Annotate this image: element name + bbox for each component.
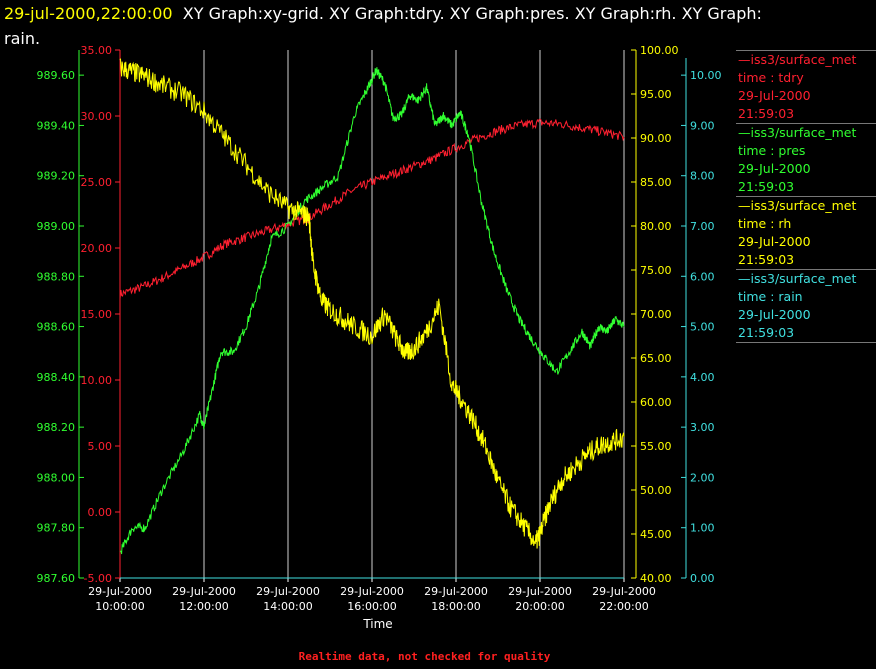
y-tick-label-pres: 989.00: [37, 220, 76, 233]
y-tick-label-tdry: 10.00: [81, 374, 113, 387]
y-tick-label-rh: 100.00: [640, 44, 679, 57]
y-tick-label-rh: 75.00: [640, 264, 672, 277]
y-tick-label-rh: 40.00: [640, 572, 672, 585]
title-timestamp: 29-jul-2000,22:00:00: [4, 4, 173, 23]
x-tick-date: 29-Jul-2000: [256, 585, 320, 598]
legend-date: 29-Jul-2000: [738, 234, 811, 249]
x-tick-date: 29-Jul-2000: [340, 585, 404, 598]
legend-time: 21:59:03: [738, 252, 795, 267]
y-tick-label-rain: 8.00: [690, 170, 715, 183]
y-tick-label-rain: 9.00: [690, 119, 715, 132]
series-line-tdry: [119, 118, 625, 299]
title-graph-list: XY Graph:xy-grid. XY Graph:tdry. XY Grap…: [182, 4, 762, 23]
legend-date: 29-Jul-2000: [738, 307, 811, 322]
legend-time: 21:59:03: [738, 179, 795, 194]
y-tick-label-rh: 70.00: [640, 308, 672, 321]
x-tick-date: 29-Jul-2000: [508, 585, 572, 598]
y-tick-label-pres: 987.80: [37, 522, 76, 535]
y-tick-label-rain: 10.00: [690, 69, 722, 82]
legend-field: time : rain: [738, 289, 803, 304]
x-axis-label: Time: [363, 617, 393, 631]
legend-line: —iss3/surface_met: [738, 52, 857, 67]
x-tick-time: 22:00:00: [599, 600, 648, 613]
legend-line: —iss3/surface_met: [738, 125, 857, 140]
legend-line: —iss3/surface_met: [738, 198, 857, 213]
x-tick-time: 18:00:00: [431, 600, 480, 613]
series-line-rh: [119, 58, 625, 549]
y-tick-label-pres: 988.60: [37, 321, 76, 334]
y-tick-label-rain: 3.00: [690, 421, 715, 434]
quality-note: Realtime data, not checked for quality: [298, 650, 551, 663]
y-tick-label-rain: 7.00: [690, 220, 715, 233]
y-tick-label-rain: 2.00: [690, 471, 715, 484]
y-tick-label-rh: 95.00: [640, 88, 672, 101]
y-tick-label-rh: 90.00: [640, 132, 672, 145]
legend-time: 21:59:03: [738, 325, 795, 340]
y-tick-label-rain: 0.00: [690, 572, 715, 585]
x-tick-time: 20:00:00: [515, 600, 564, 613]
y-tick-label-pres: 988.00: [37, 471, 76, 484]
x-tick-time: 16:00:00: [347, 600, 396, 613]
y-tick-label-rh: 55.00: [640, 440, 672, 453]
x-tick-time: 12:00:00: [179, 600, 228, 613]
x-tick-date: 29-Jul-2000: [424, 585, 488, 598]
legend: —iss3/surface_met time : tdry 29-Jul-2000 2…: [736, 50, 876, 343]
y-tick-label-rh: 45.00: [640, 528, 672, 541]
y-tick-label-pres: 988.80: [37, 270, 76, 283]
y-tick-label-rain: 4.00: [690, 371, 715, 384]
x-tick-time: 10:00:00: [95, 600, 144, 613]
y-tick-label-tdry: 5.00: [88, 440, 113, 453]
y-tick-label-rh: 50.00: [640, 484, 672, 497]
y-tick-label-pres: 989.20: [37, 170, 76, 183]
legend-field: time : tdry: [738, 70, 804, 85]
y-tick-label-tdry: 30.00: [81, 110, 113, 123]
y-tick-label-rh: 80.00: [640, 220, 672, 233]
legend-date: 29-Jul-2000: [738, 88, 811, 103]
y-tick-label-pres: 989.60: [37, 69, 76, 82]
x-tick-date: 29-Jul-2000: [172, 585, 236, 598]
legend-date: 29-Jul-2000: [738, 161, 811, 176]
title-graph-list-wrap: rain.: [4, 29, 41, 48]
y-tick-label-pres: 988.40: [37, 371, 76, 384]
y-tick-label-rh: 60.00: [640, 396, 672, 409]
y-tick-label-rh: 65.00: [640, 352, 672, 365]
legend-time: 21:59:03: [738, 106, 795, 121]
y-tick-label-pres: 987.60: [37, 572, 76, 585]
y-tick-label-rain: 5.00: [690, 321, 715, 334]
y-tick-label-tdry: 25.00: [81, 176, 113, 189]
y-tick-label-tdry: 15.00: [81, 308, 113, 321]
y-tick-label-pres: 988.20: [37, 421, 76, 434]
y-tick-label-pres: 989.40: [37, 119, 76, 132]
y-tick-label-tdry: 20.00: [81, 242, 113, 255]
x-tick-date: 29-Jul-2000: [592, 585, 656, 598]
y-tick-label-tdry: 0.00: [88, 506, 113, 519]
window-title: 29-jul-2000,22:00:00 XY Graph:xy-grid. X…: [4, 1, 872, 51]
y-tick-label-rh: 85.00: [640, 176, 672, 189]
legend-line: —iss3/surface_met: [738, 271, 857, 286]
y-tick-label-tdry: 35.00: [81, 44, 113, 57]
y-tick-label-rain: 6.00: [690, 270, 715, 283]
y-tick-label-tdry: -5.00: [84, 572, 112, 585]
series-line-pres: [119, 67, 625, 555]
y-tick-label-rain: 1.00: [690, 522, 715, 535]
legend-field: time : rh: [738, 216, 792, 231]
legend-field: time : pres: [738, 143, 806, 158]
x-tick-date: 29-Jul-2000: [88, 585, 152, 598]
x-tick-time: 14:00:00: [263, 600, 312, 613]
